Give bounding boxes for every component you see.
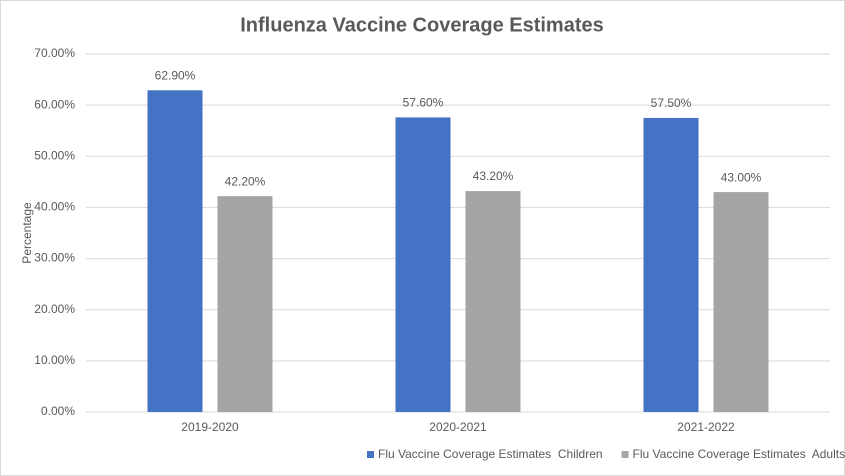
legend-label: Flu Vaccine Coverage Estimates Children	[378, 447, 603, 461]
chart-title: Influenza Vaccine Coverage Estimates	[240, 14, 604, 36]
x-tick-label: 2020-2021	[429, 420, 487, 434]
bar	[713, 192, 769, 412]
x-tick-label: 2021-2022	[677, 420, 735, 434]
y-axis-label: Percentage	[20, 202, 34, 264]
legend-swatch	[621, 451, 629, 458]
data-label: 62.90%	[155, 68, 196, 82]
y-tick-label: 10.00%	[34, 353, 75, 367]
bar	[147, 90, 203, 412]
y-tick-label: 30.00%	[34, 251, 75, 265]
data-label: 57.60%	[403, 96, 444, 110]
bar	[643, 117, 699, 412]
x-tick-label: 2019-2020	[181, 420, 239, 434]
data-label: 57.50%	[651, 96, 692, 110]
data-label: 42.20%	[225, 174, 266, 188]
bar	[217, 196, 273, 412]
bar	[395, 117, 451, 412]
y-tick-label: 60.00%	[34, 97, 75, 111]
data-label: 43.00%	[721, 170, 762, 184]
y-tick-label: 70.00%	[34, 46, 75, 60]
y-tick-label: 40.00%	[34, 200, 75, 214]
y-tick-label: 0.00%	[41, 404, 75, 418]
y-tick-label: 20.00%	[34, 302, 75, 316]
data-label: 43.20%	[473, 169, 514, 183]
legend-label: Flu Vaccine Coverage Estimates Adults	[633, 447, 845, 461]
bar	[465, 191, 521, 412]
y-tick-label: 50.00%	[34, 148, 75, 162]
legend-swatch	[367, 451, 374, 458]
